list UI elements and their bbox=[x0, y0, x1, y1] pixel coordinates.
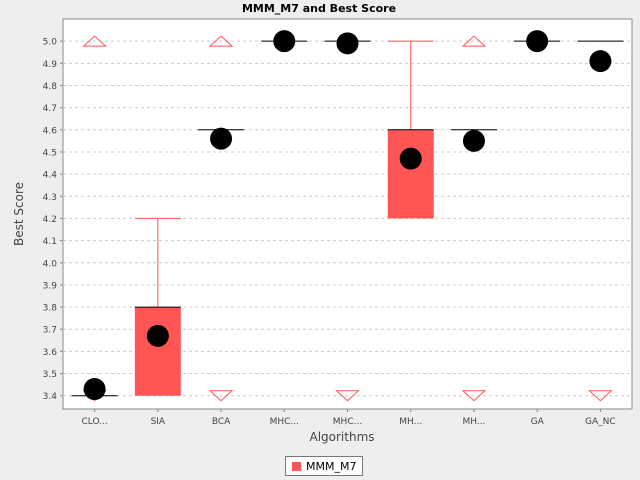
x-tick-label: CLO... bbox=[81, 417, 107, 427]
mean-marker bbox=[336, 32, 359, 55]
max-outlier-marker bbox=[461, 35, 487, 47]
mean-marker bbox=[273, 30, 296, 53]
box-plot bbox=[198, 35, 245, 402]
y-tick-label: 3.7 bbox=[43, 326, 57, 336]
box-plot bbox=[134, 217, 181, 396]
mean-marker bbox=[589, 50, 612, 73]
grid-lines bbox=[63, 40, 632, 397]
box-plot bbox=[324, 32, 371, 402]
box bbox=[387, 129, 434, 219]
box-plot bbox=[577, 40, 624, 402]
y-tick-label: 4.5 bbox=[43, 148, 57, 158]
box-plot bbox=[450, 35, 497, 402]
mean-marker bbox=[526, 30, 549, 53]
max-outlier-marker bbox=[82, 35, 107, 47]
y-tick-label: 3.4 bbox=[43, 392, 58, 402]
mean-marker bbox=[146, 324, 169, 347]
x-tick-label: MHC... bbox=[333, 417, 362, 427]
mean-marker bbox=[399, 147, 422, 170]
y-tick-label: 4.8 bbox=[43, 82, 58, 92]
y-tick-label: 4.1 bbox=[43, 237, 57, 247]
y-tick-label: 4.3 bbox=[43, 193, 57, 203]
min-outlier-marker bbox=[208, 390, 234, 402]
x-tick-label: SIA bbox=[151, 417, 166, 427]
y-tick-label: 4.2 bbox=[43, 215, 57, 225]
box-plots bbox=[71, 30, 624, 402]
max-outlier-marker bbox=[208, 35, 234, 47]
chart-title: MMM_M7 and Best Score bbox=[242, 2, 396, 15]
x-tick-label: MH... bbox=[399, 417, 422, 427]
box bbox=[134, 307, 181, 396]
min-outlier-marker bbox=[335, 390, 360, 402]
mean-marker bbox=[210, 127, 233, 150]
y-tick-label: 3.5 bbox=[43, 370, 57, 380]
x-tick-label: GA_NC bbox=[585, 417, 616, 427]
x-tick-label: MH... bbox=[462, 417, 485, 427]
x-tick-label: BCA bbox=[212, 417, 231, 427]
legend-swatch bbox=[292, 461, 301, 471]
y-tick-label: 4.0 bbox=[43, 259, 58, 269]
mean-marker bbox=[462, 129, 485, 152]
y-axis-ticks: 3.4 3.5 3.6 3.7 3.8 3.9 4.0 4.1 4.2 4.3 4.4 4.5 4.6 4… bbox=[43, 38, 63, 402]
min-outlier-marker bbox=[461, 390, 487, 402]
x-axis-label: Algorithms bbox=[309, 430, 374, 444]
y-tick-label: 3.6 bbox=[43, 348, 58, 358]
y-tick-label: 5.0 bbox=[43, 38, 58, 48]
box-plot bbox=[387, 40, 434, 219]
y-axis-label: Best Score bbox=[12, 182, 26, 246]
y-tick-label: 4.4 bbox=[43, 171, 58, 181]
legend: MMM_M7 bbox=[285, 456, 364, 476]
y-tick-label: 3.9 bbox=[43, 281, 58, 291]
mean-marker bbox=[83, 378, 106, 401]
y-tick-label: 4.7 bbox=[43, 104, 57, 114]
y-tick-label: 3.8 bbox=[43, 304, 58, 314]
x-axis-ticks: CLO... SIA BCA MHC... MHC... MH... MH... GA GA_N… bbox=[81, 409, 616, 427]
box-plot bbox=[514, 30, 561, 53]
x-tick-label: MHC... bbox=[270, 417, 299, 427]
legend-label: MMM_M7 bbox=[306, 459, 357, 473]
min-outlier-marker bbox=[588, 390, 613, 402]
y-tick-label: 4.6 bbox=[43, 126, 58, 136]
x-tick-label: GA bbox=[531, 417, 545, 427]
box-plot bbox=[71, 35, 118, 402]
box-plot bbox=[261, 30, 308, 53]
y-tick-label: 4.9 bbox=[43, 60, 58, 70]
